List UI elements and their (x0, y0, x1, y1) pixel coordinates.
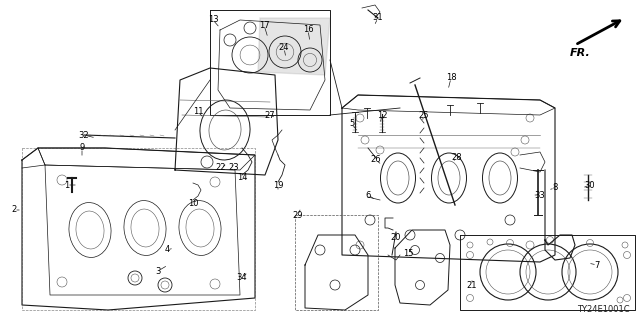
Text: 33: 33 (534, 190, 545, 199)
Polygon shape (258, 18, 330, 75)
Text: 6: 6 (365, 190, 371, 199)
Text: 34: 34 (237, 274, 247, 283)
Text: 1: 1 (65, 180, 70, 189)
Text: 25: 25 (419, 110, 429, 119)
Text: 30: 30 (585, 180, 595, 189)
Text: 16: 16 (303, 26, 314, 35)
Text: 5: 5 (349, 119, 355, 129)
Text: 32: 32 (79, 131, 90, 140)
Text: 20: 20 (391, 234, 401, 243)
Text: 2: 2 (12, 205, 17, 214)
Text: 21: 21 (467, 281, 477, 290)
Text: FR.: FR. (570, 48, 591, 58)
Text: 26: 26 (371, 156, 381, 164)
Text: 10: 10 (188, 198, 198, 207)
Text: TY24E1001C: TY24E1001C (577, 305, 630, 314)
Text: 27: 27 (265, 110, 275, 119)
Text: 7: 7 (595, 260, 600, 269)
Text: 23: 23 (228, 164, 239, 172)
Text: 11: 11 (193, 108, 204, 116)
Text: 28: 28 (452, 154, 462, 163)
Text: 19: 19 (273, 180, 284, 189)
Text: 8: 8 (552, 183, 557, 193)
Text: 17: 17 (259, 20, 269, 29)
Text: 14: 14 (237, 173, 247, 182)
Text: 29: 29 (292, 211, 303, 220)
Text: 9: 9 (79, 143, 84, 153)
Text: 3: 3 (156, 267, 161, 276)
Text: 22: 22 (216, 164, 227, 172)
Text: 24: 24 (279, 44, 289, 52)
Text: 18: 18 (445, 74, 456, 83)
Text: 4: 4 (164, 245, 170, 254)
Text: 31: 31 (372, 13, 383, 22)
Text: 12: 12 (377, 110, 387, 119)
Text: 15: 15 (403, 249, 413, 258)
Text: 13: 13 (208, 15, 218, 25)
